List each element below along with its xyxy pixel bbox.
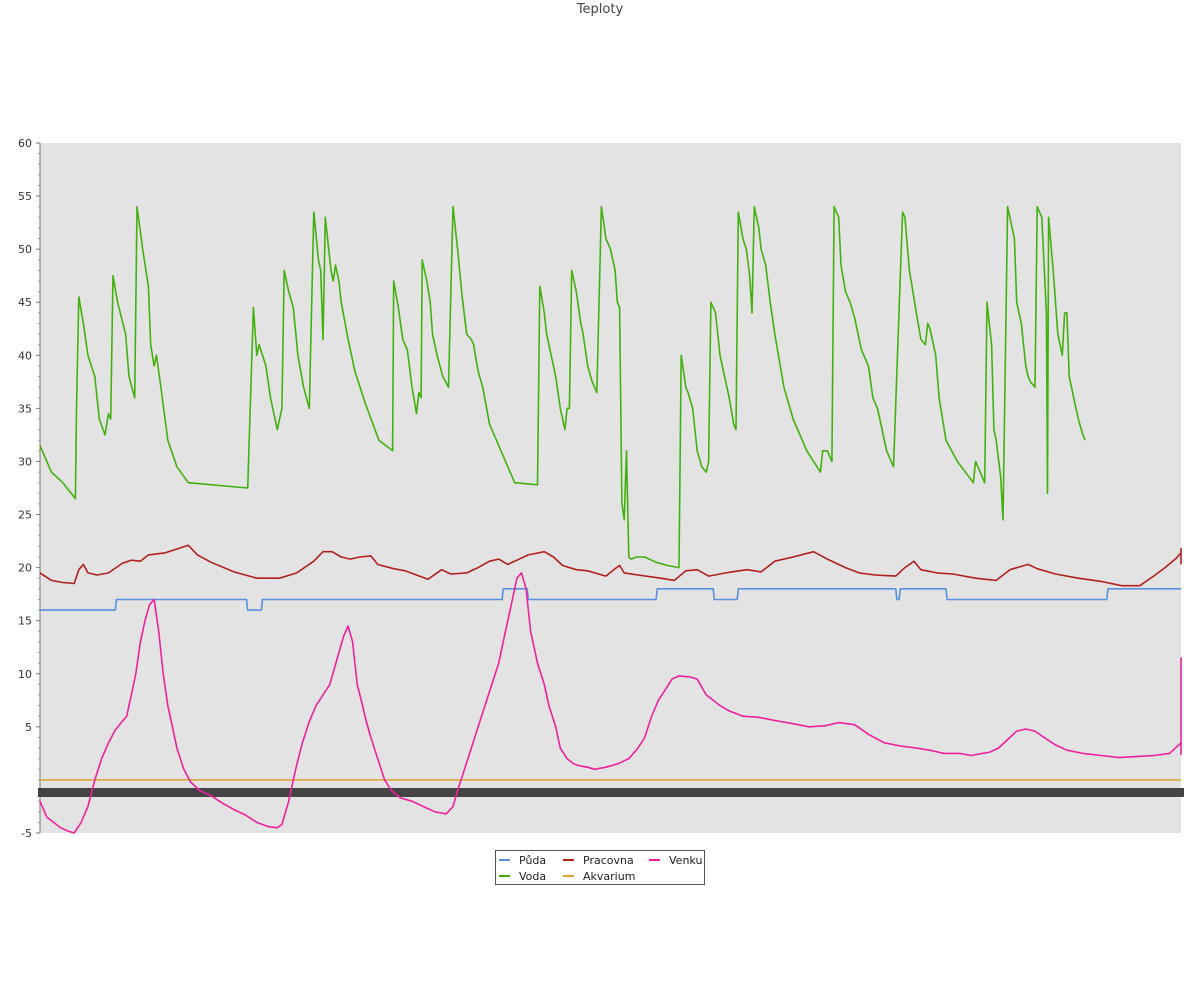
y-tick-label: 25 [18, 509, 32, 522]
y-tick-label: 20 [18, 562, 32, 575]
legend-item-voda: Voda [499, 868, 563, 884]
legend-item-pracovna: Pracovna [563, 852, 649, 868]
x-axis-band [38, 788, 1184, 797]
y-tick-label: -5 [21, 827, 32, 840]
y-tick-label: 50 [18, 243, 32, 256]
legend-item-akvarium: Akvarium [563, 868, 649, 884]
legend-item-puda: Půda [499, 852, 563, 868]
y-tick-label: 30 [18, 455, 32, 468]
legend-swatch-voda [499, 875, 510, 877]
y-tick-label: 10 [18, 668, 32, 681]
legend-swatch-akvarium [563, 875, 574, 877]
chart-title: Teploty [576, 2, 624, 17]
legend-swatch-venku [649, 859, 660, 861]
legend-item-venku: Venku [649, 852, 709, 868]
y-tick-label: 40 [18, 349, 32, 362]
series-line-voda [39, 205, 1086, 569]
y-axis-ticks: -5 5 10 15 20 25 30 35 40 45 50 55 60 [18, 137, 40, 840]
legend-label-pracovna: Pracovna [583, 853, 634, 867]
series-line-pracovna [39, 544, 1182, 587]
y-tick-label: 15 [18, 615, 32, 628]
legend-label-voda: Voda [519, 869, 547, 883]
legend-swatch-puda [499, 859, 510, 861]
legend-label-venku: Venku [669, 853, 703, 867]
y-tick-label: 55 [18, 190, 32, 203]
y-tick-label: 45 [18, 296, 32, 309]
series-line-pda [40, 587, 1181, 611]
y-tick-label: 60 [18, 137, 32, 150]
y-tick-label: 35 [18, 402, 32, 415]
legend-swatch-pracovna [563, 859, 574, 861]
legend-label-puda: Půda [519, 853, 547, 867]
legend-label-akvarium: Akvarium [583, 869, 636, 883]
series-layer [39, 205, 1182, 834]
plot-area [40, 143, 1181, 833]
legend: Půda Pracovna Venku Voda Akvarium [495, 850, 705, 885]
y-tick-label: 5 [25, 721, 32, 734]
series-line-venku [39, 572, 1182, 834]
